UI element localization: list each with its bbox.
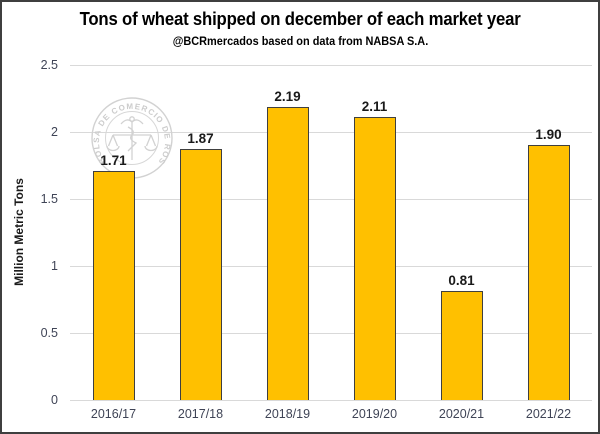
gridline	[70, 400, 592, 401]
x-tick-label: 2019/20	[351, 407, 398, 421]
bar-value-label: 1.71	[100, 152, 127, 168]
bar-slot-2017/18: 1.87	[157, 65, 244, 400]
bars-group: 1.71 1.87 2.19 2.11 0.81 1.90	[70, 65, 592, 400]
chart-title: Tons of wheat shipped on december of eac…	[2, 9, 598, 30]
bar-value-label: 1.90	[535, 127, 562, 143]
x-tick-label: 2021/22	[525, 407, 572, 421]
bar-slot-2019/20: 2.11	[331, 65, 418, 400]
watermark-seal-icon: BOLSA DE COMERCIO DE ROSARIO	[82, 88, 173, 179]
gridlines	[70, 65, 592, 401]
bar-2021/22	[527, 145, 570, 400]
gridline	[70, 132, 592, 133]
y-tick-label: 0	[51, 393, 58, 407]
gridline	[70, 266, 592, 267]
bar-2018/19	[266, 106, 309, 400]
x-axis-labels: 2016/17 2017/18 2018/19 2019/20 2020/21 2021/…	[70, 407, 592, 421]
plot-area: BOLSA DE COMERCIO DE ROSARIO 1.71 1.87 2.1…	[70, 65, 592, 401]
y-tick-label: 0.5	[40, 326, 58, 340]
x-tick-label: 2020/21	[438, 407, 485, 421]
bar-slot-2018/19: 2.19	[244, 65, 331, 400]
gridline	[70, 333, 592, 334]
bar-slot-2020/21: 0.81	[418, 65, 505, 400]
y-axis-ticks: 0 0.5 1 1.5 2 2.5	[2, 58, 58, 407]
x-tick-label: 2018/19	[264, 407, 311, 421]
y-tick-label: 1.5	[40, 192, 58, 206]
x-tick-label: 2016/17	[90, 407, 137, 421]
x-tick-label: 2017/18	[177, 407, 224, 421]
bar-value-label: 0.81	[448, 273, 475, 289]
caduceus-scales-icon	[106, 116, 158, 160]
bar-value-label: 2.11	[361, 99, 388, 115]
y-tick-label: 2	[51, 125, 58, 139]
bar-value-label: 2.19	[274, 88, 301, 104]
bar-2017/18	[179, 149, 222, 400]
bar-slot-2016/17: 1.71	[70, 65, 157, 400]
gridline	[70, 65, 592, 66]
chart-subtitle-text: @BCRmercados based on data from NABSA S.…	[172, 36, 428, 48]
y-tick-label: 2.5	[40, 58, 58, 72]
bar-2016/17	[92, 170, 135, 400]
bar-2020/21	[440, 291, 483, 400]
bar-2019/20	[353, 117, 396, 400]
bar-slot-2021/22: 1.90	[505, 65, 592, 400]
chart-title-text: Tons of wheat shipped on december of eac…	[79, 9, 521, 29]
gridline	[70, 199, 592, 200]
y-tick-label: 1	[51, 259, 58, 273]
chart-subtitle: @BCRmercados based on data from NABSA S.…	[2, 32, 598, 50]
bar-value-label: 1.87	[187, 131, 214, 147]
